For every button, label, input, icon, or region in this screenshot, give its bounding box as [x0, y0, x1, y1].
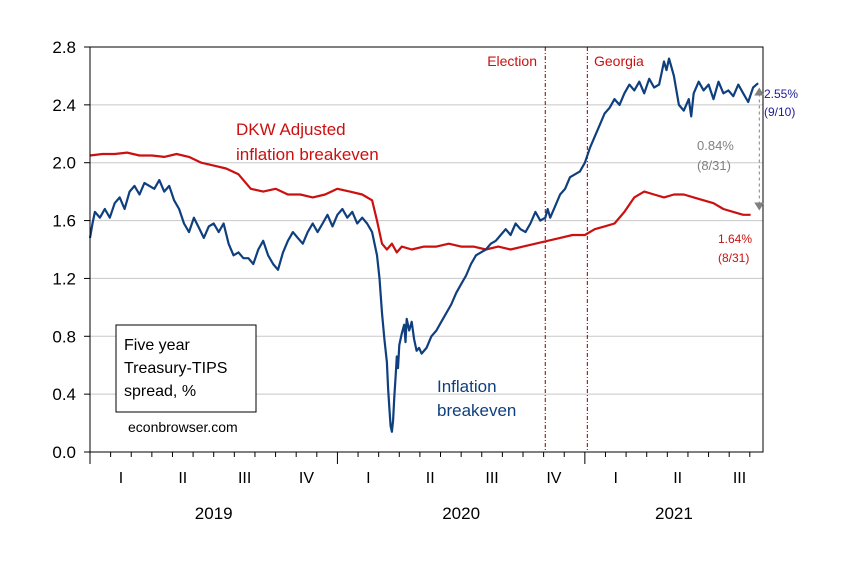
year-label-0: 2019	[195, 504, 233, 523]
election-label: Election	[487, 53, 537, 69]
y-tick-label-1: 0.4	[52, 385, 76, 404]
quarter-label-4: I	[366, 470, 370, 487]
series-lines	[88, 57, 759, 433]
y-tick-label-5: 2.0	[52, 154, 76, 173]
legend-box-frame	[115, 324, 257, 413]
dkw-series-label-line-1: DKW Adjusted	[236, 120, 346, 139]
quarter-label-10: III	[733, 470, 746, 487]
legend-line-2: Treasury-TIPS	[124, 360, 227, 377]
quarter-label-3: IV	[299, 470, 314, 487]
quarter-label-1: II	[178, 470, 187, 487]
quarter-label-2: III	[238, 470, 251, 487]
legend-box: Five year Treasury-TIPS spread, %	[115, 324, 257, 413]
y-tick-label-7: 2.8	[52, 38, 76, 57]
dkw-series-label-line-2: inflation breakeven	[236, 145, 379, 164]
georgia-label: Georgia	[594, 53, 644, 69]
y-axis: 0.0 0.4 0.8 1.2 1.6 2.0 2.4 2.8	[52, 38, 90, 462]
y-tick-label-6: 2.4	[52, 96, 76, 115]
y-tick-label-4: 1.6	[52, 212, 76, 231]
ib-series-label-line-2: breakeven	[437, 401, 516, 420]
end-dkw-value-label: 1.64%	[718, 232, 752, 246]
spread-arrow-head-bottom	[754, 202, 765, 211]
spread-value-label: 0.84%	[697, 138, 734, 153]
spread-arrow	[754, 87, 765, 211]
end-ib-value-label: 2.55%	[764, 87, 798, 101]
plot-frame	[89, 46, 764, 453]
legend-line-1: Five year	[124, 337, 190, 354]
quarter-label-8: I	[614, 470, 618, 487]
source-label: econbrowser.com	[128, 419, 238, 435]
year-label-1: 2020	[442, 504, 480, 523]
end-ib-date-label: (9/10)	[764, 105, 795, 119]
quarter-label-7: IV	[546, 470, 561, 487]
quarter-label-5: II	[426, 470, 435, 487]
quarter-label-6: III	[485, 470, 498, 487]
y-tick-label-0: 0.0	[52, 443, 76, 462]
quarter-label-0: I	[119, 470, 123, 487]
y-tick-label-2: 0.8	[52, 327, 76, 346]
ib-series-label-line-1: Inflation	[437, 377, 497, 396]
year-label-2: 2021	[655, 504, 693, 523]
inflation-breakeven-series-line	[88, 57, 759, 433]
y-tick-label-3: 1.2	[52, 269, 76, 288]
spread-arrow-head-top	[754, 87, 765, 96]
legend-line-3: spread, %	[124, 383, 196, 400]
end-dkw-date-label: (8/31)	[718, 251, 749, 265]
spread-date-label: (8/31)	[697, 158, 731, 173]
dkw-series-line	[89, 151, 751, 254]
quarter-label-9: II	[673, 470, 682, 487]
